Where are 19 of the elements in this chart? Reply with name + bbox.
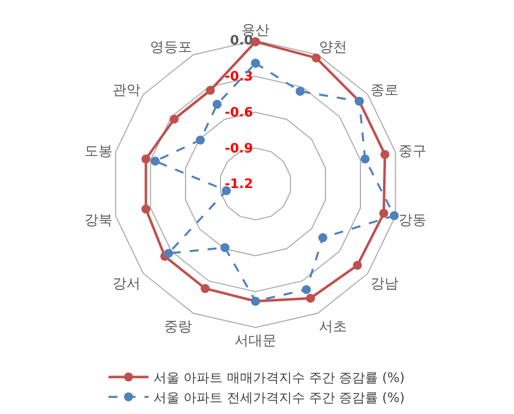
y-tick-label: -1.2 xyxy=(224,177,254,192)
spoke-label: 영등포 xyxy=(150,39,192,56)
spoke-label: 중랑 xyxy=(164,319,192,335)
spoke-label: 도봉 xyxy=(84,143,112,160)
spoke-label: 강북 xyxy=(84,212,112,229)
y-tick-label: -0.9 xyxy=(224,141,254,156)
spoke-label: 강동 xyxy=(398,212,427,229)
y-tick-label: -0.3 xyxy=(224,70,254,85)
y-tick-label: -0.6 xyxy=(224,105,254,120)
spoke-label: 종로 xyxy=(370,82,398,99)
spoke-label: 강서 xyxy=(112,276,141,292)
spoke-label: 중구 xyxy=(398,143,427,160)
legend-label: 서울 아파트 매매가격지수 주간 증감률 (%) xyxy=(154,371,405,386)
spoke-label: 서대문 xyxy=(234,332,276,349)
legend-label: 서울 아파트 전세가격지수 주간 증감률 (%) xyxy=(154,390,405,406)
spoke-label: 강남 xyxy=(370,276,398,292)
spoke-label: 관악 xyxy=(112,82,141,99)
spoke-label: 양천 xyxy=(319,39,348,56)
spoke-label: 서초 xyxy=(319,319,348,335)
